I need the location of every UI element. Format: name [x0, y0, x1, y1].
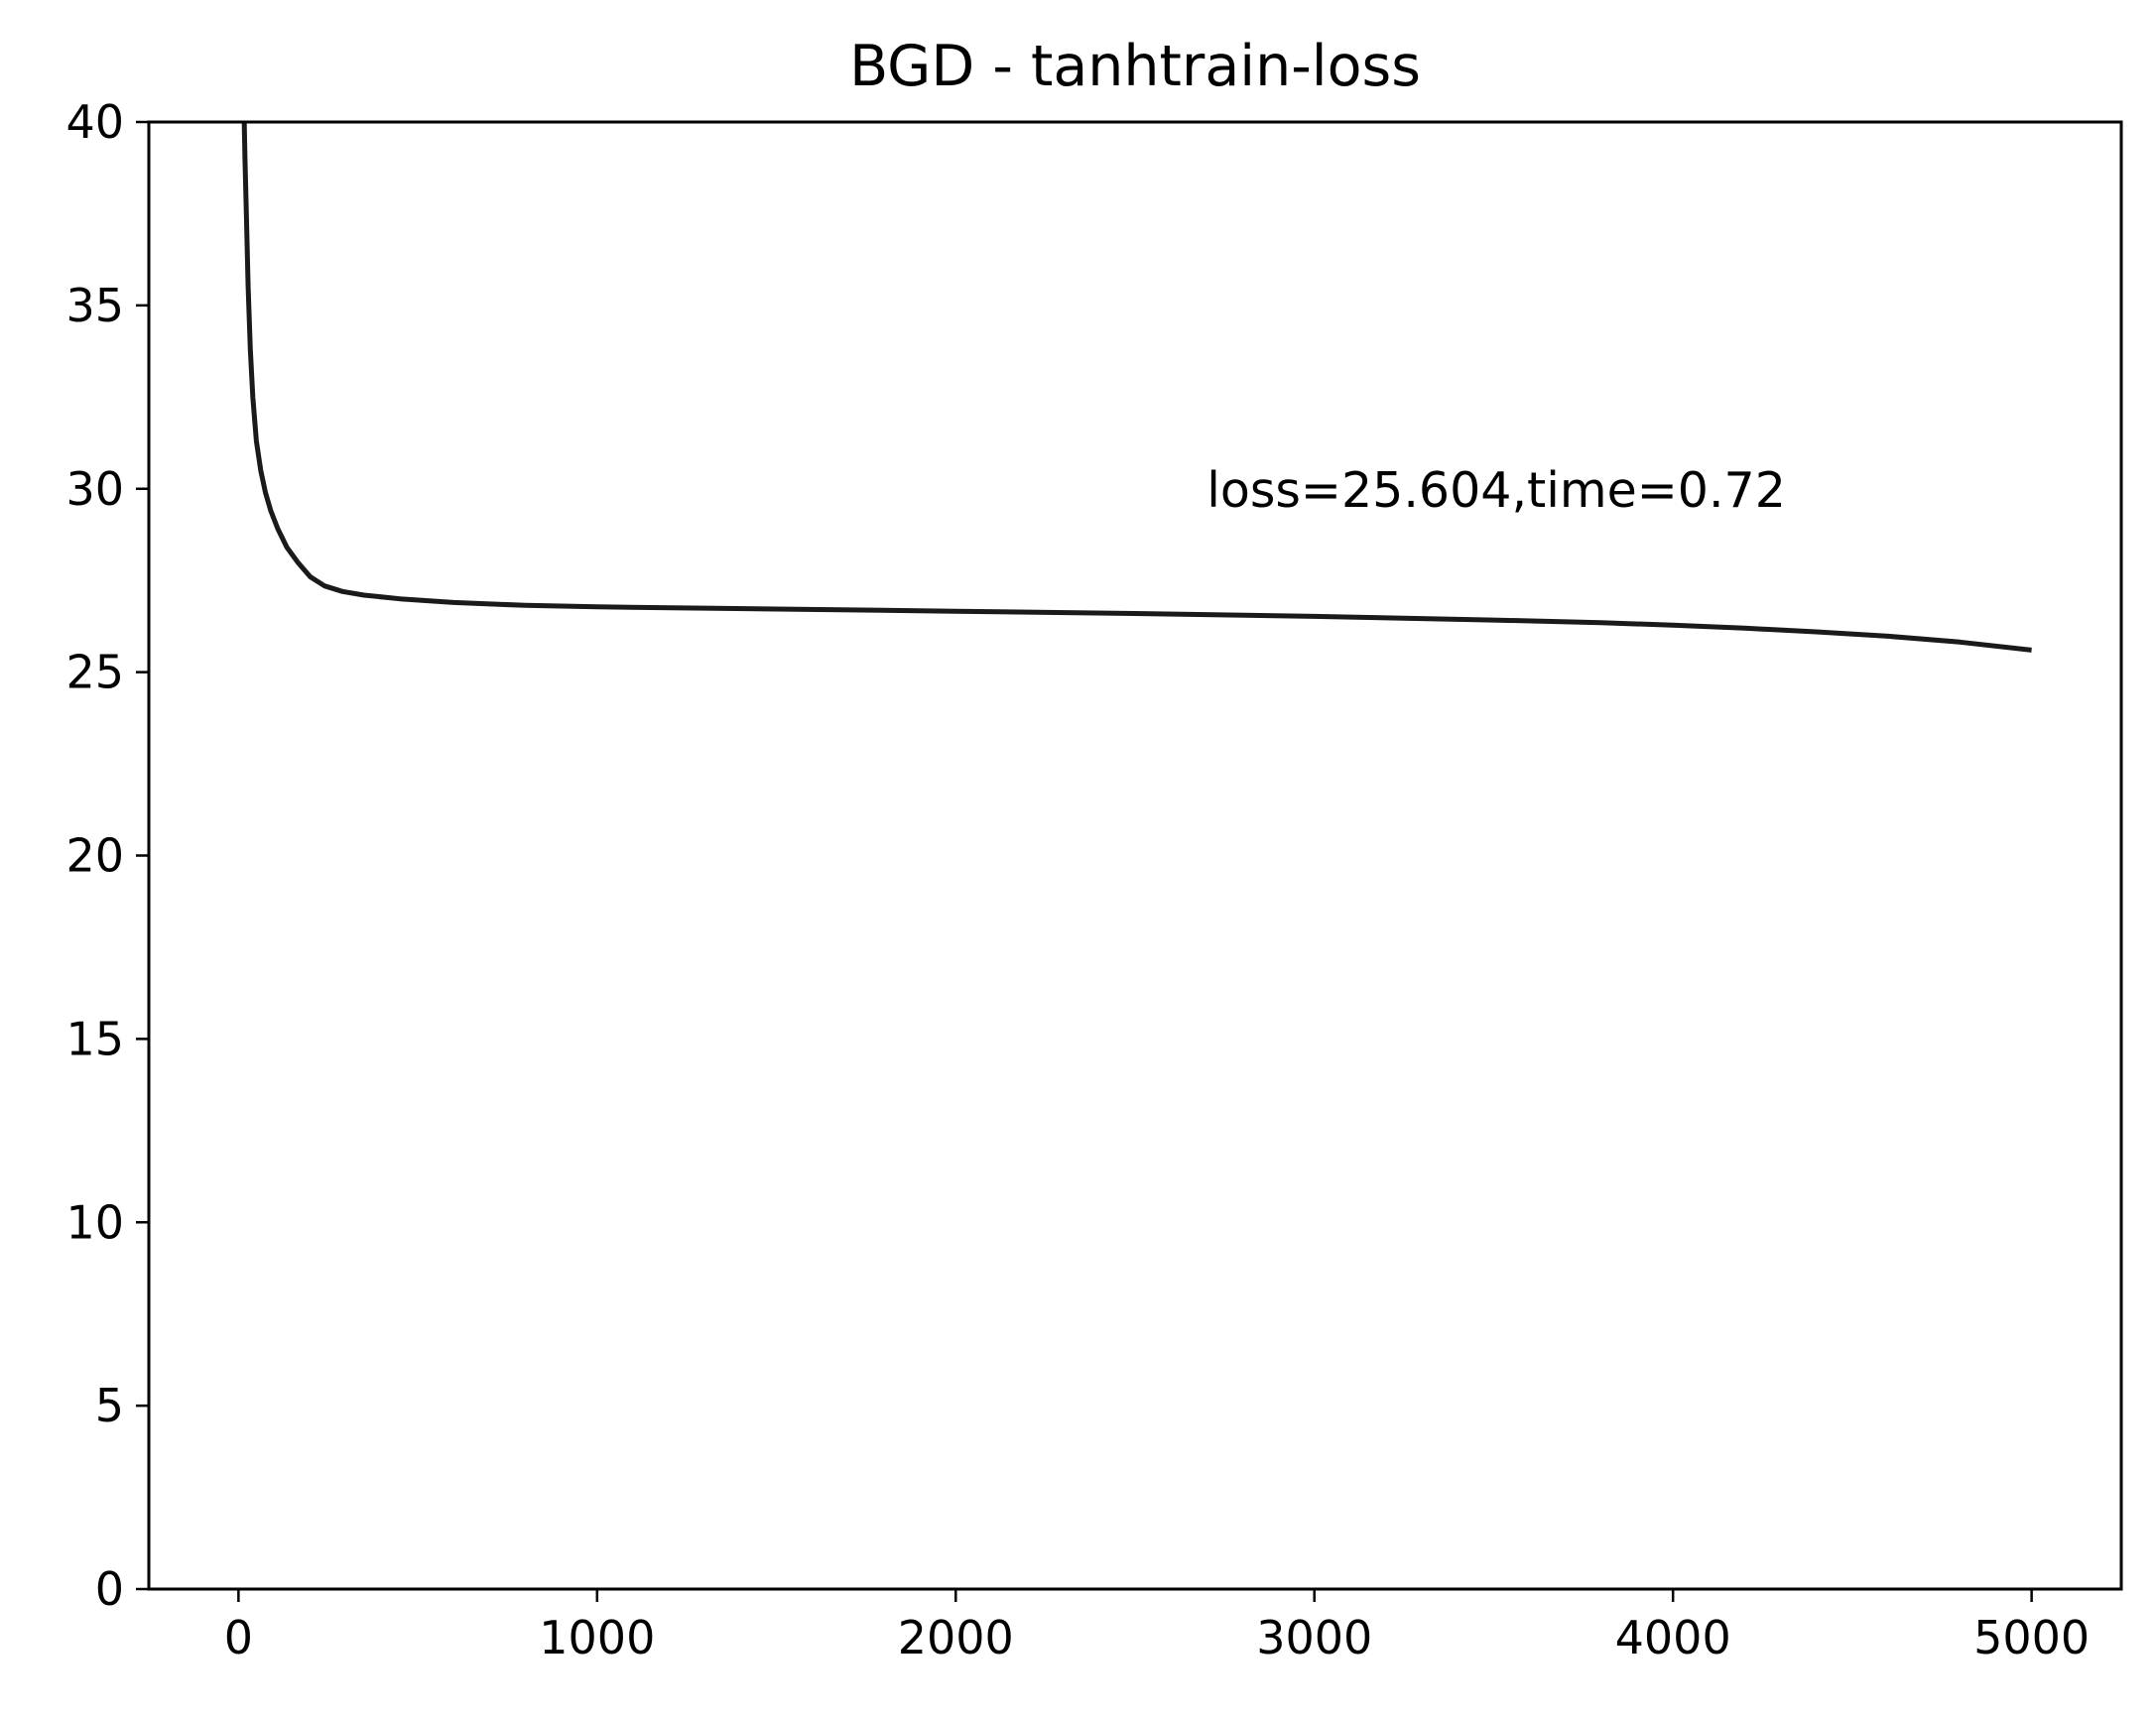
x-tick-label: 4000 [1615, 1611, 1731, 1664]
y-tick-label: 15 [65, 1012, 124, 1065]
series-group [241, 122, 2032, 653]
y-tick-label: 40 [65, 95, 124, 149]
axes-frame [147, 120, 2123, 1591]
x-tick-label: 3000 [1256, 1611, 1372, 1664]
y-axis: 0 5 10 15 20 25 30 35 40 [65, 95, 149, 1616]
y-tick-label: 10 [65, 1195, 124, 1249]
x-tick-label: 2000 [898, 1611, 1014, 1664]
x-axis: 0 1000 2000 3000 4000 5000 [224, 1589, 2090, 1664]
x-tick-label: 1000 [539, 1611, 655, 1664]
x-tick-label: 5000 [1973, 1611, 2090, 1664]
y-tick-label: 35 [65, 279, 124, 332]
y-tick-label: 30 [65, 462, 124, 516]
chart-title: BGD - tanhtrain-loss [849, 34, 1421, 99]
y-tick-label: 25 [65, 646, 124, 699]
x-tick-label: 0 [224, 1611, 253, 1664]
y-tick-label: 20 [65, 829, 124, 883]
y-tick-label: 5 [95, 1379, 124, 1432]
train-loss-line [241, 122, 2032, 653]
loss-time-annotation: loss=25.604,time=0.72 [1206, 462, 1786, 519]
y-tick-label: 0 [95, 1562, 124, 1616]
